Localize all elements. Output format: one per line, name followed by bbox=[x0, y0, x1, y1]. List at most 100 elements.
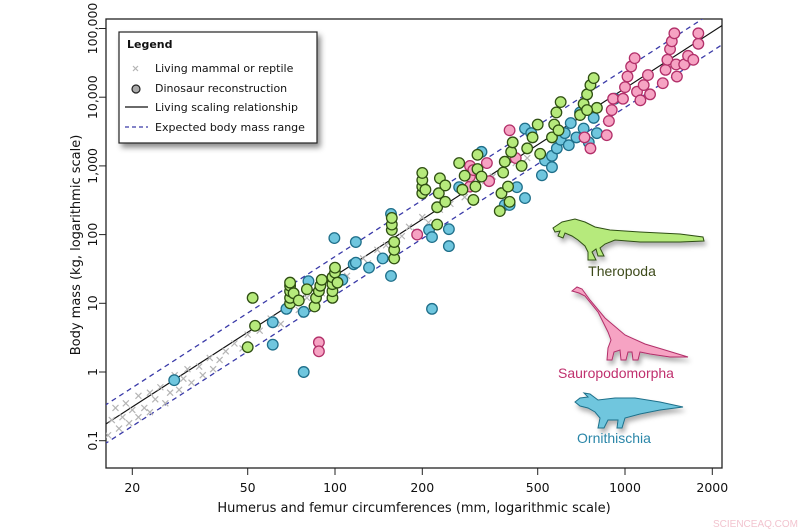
theropoda-point bbox=[249, 319, 261, 332]
living-animal-point bbox=[115, 425, 123, 433]
sauropodomorpha-point bbox=[637, 79, 650, 92]
legend-circle-icon bbox=[131, 84, 141, 94]
living-animal-point bbox=[523, 154, 531, 162]
sauropodomorpha-point bbox=[312, 345, 325, 358]
upper-range-line bbox=[106, 19, 704, 406]
theropoda-point bbox=[416, 166, 429, 179]
x-tick-label: 500 bbox=[526, 480, 550, 495]
watermark: SCIENCEAQ.COM bbox=[713, 519, 798, 530]
sauropodomorpha-point bbox=[644, 88, 656, 101]
living-animal-point bbox=[231, 340, 238, 347]
theropoda-point bbox=[431, 201, 444, 214]
living-animal-point bbox=[206, 354, 214, 362]
theropoda-point bbox=[246, 291, 259, 304]
theropoda-point bbox=[515, 159, 528, 172]
sauropodomorpha-point bbox=[605, 104, 618, 117]
living-animal-point bbox=[382, 241, 390, 249]
legend-entry-living: Living mammal or reptile bbox=[155, 62, 294, 75]
y-tick-label: 0.1 bbox=[85, 431, 100, 451]
sauropodomorpha-point bbox=[617, 92, 629, 105]
theropod-silhouette-icon bbox=[552, 218, 705, 261]
living-animal-point bbox=[146, 408, 154, 416]
ornithischia-point bbox=[564, 117, 577, 130]
theropoda-point bbox=[493, 205, 506, 218]
ornithischia-point bbox=[442, 223, 455, 236]
living-animal-point bbox=[135, 413, 142, 421]
ornithischia-point bbox=[385, 270, 397, 282]
living-animal-point bbox=[161, 399, 169, 407]
living-animal-point bbox=[135, 392, 142, 400]
ornithischia-point bbox=[535, 169, 548, 182]
x-axis-title: Humerus and femur circumferences (mm, lo… bbox=[217, 501, 610, 516]
theropoda-point bbox=[385, 211, 398, 224]
living-animal-point bbox=[112, 404, 119, 412]
theropoda-point bbox=[419, 183, 432, 196]
theropoda-point bbox=[458, 169, 471, 182]
living-animal-point bbox=[119, 413, 126, 421]
theropoda-point bbox=[331, 276, 344, 289]
theropoda-point bbox=[587, 72, 600, 84]
theropoda-point bbox=[550, 106, 563, 119]
living-animal-point bbox=[122, 399, 130, 407]
sauropodomorpha-point bbox=[692, 27, 705, 40]
legend-cross-icon bbox=[132, 65, 139, 72]
ornithischia-point bbox=[349, 236, 362, 248]
living-animal-point bbox=[179, 375, 187, 383]
ornithischia-point bbox=[546, 161, 558, 174]
theropoda-point bbox=[590, 101, 603, 114]
ornithischia-point bbox=[297, 366, 310, 378]
theropoda-point bbox=[475, 170, 488, 183]
sauropodomorpha-point bbox=[503, 124, 516, 137]
living-animal-point bbox=[209, 365, 217, 373]
lower-range-line bbox=[106, 43, 722, 444]
sauropodomorpha-point bbox=[411, 228, 424, 241]
living-animal-point bbox=[222, 347, 230, 355]
theropoda-point bbox=[526, 131, 539, 144]
y-tick-label: 1,000 bbox=[85, 148, 100, 184]
living-animal-point bbox=[195, 363, 203, 370]
ornithischia-point bbox=[426, 302, 438, 315]
theropoda-label: Theropoda bbox=[588, 263, 656, 279]
theropoda-point bbox=[534, 147, 547, 160]
theropoda-point bbox=[456, 183, 469, 196]
theropoda-point bbox=[502, 180, 514, 193]
legend-entry-scaling: Living scaling relationship bbox=[155, 101, 298, 114]
living-animal-point bbox=[303, 294, 311, 302]
living-animal-point bbox=[373, 246, 381, 254]
theropoda-point bbox=[453, 157, 466, 170]
ornithischia-point bbox=[426, 231, 438, 244]
x-tick-label: 1000 bbox=[609, 480, 641, 495]
ornithischia-point bbox=[168, 374, 181, 387]
sauropodomorpha-point bbox=[628, 52, 641, 65]
theropoda-point bbox=[439, 179, 452, 192]
sauropodomorpha-point bbox=[621, 70, 634, 83]
living-animal-point bbox=[244, 331, 252, 339]
theropoda-point bbox=[469, 180, 482, 193]
sauropodomorpha-point bbox=[634, 94, 647, 107]
ornithischian-silhouette-icon bbox=[574, 392, 684, 429]
theropoda-point bbox=[503, 195, 516, 208]
sauropodomorpha-point bbox=[668, 27, 681, 40]
theropoda-point bbox=[439, 195, 452, 208]
legend-title: Legend bbox=[127, 38, 173, 51]
living-animal-point bbox=[146, 389, 154, 397]
sauropodomorpha-point bbox=[600, 129, 613, 142]
x-tick-label: 2000 bbox=[696, 480, 728, 495]
ornithischia-point bbox=[266, 316, 279, 329]
theropoda-point bbox=[521, 142, 534, 155]
y-axis: 0.1 1 10 100 1,000 10,000 100,000 bbox=[85, 3, 106, 451]
living-animal-point bbox=[106, 431, 112, 439]
living-animal-point bbox=[175, 386, 183, 394]
theropoda-point bbox=[497, 166, 510, 179]
theropoda-point bbox=[505, 145, 518, 158]
living-animal-point bbox=[156, 383, 164, 391]
sauropodomorpha-point bbox=[602, 115, 615, 127]
data-points bbox=[106, 27, 705, 439]
ornithischia-point bbox=[590, 127, 603, 140]
sauropodomorpha-point bbox=[670, 70, 683, 83]
x-tick-label: 50 bbox=[240, 480, 256, 495]
living-animal-point bbox=[140, 404, 148, 412]
sauropodomorpha-point bbox=[619, 81, 631, 94]
living-animal-point bbox=[151, 395, 159, 403]
theropoda-point bbox=[554, 96, 567, 108]
